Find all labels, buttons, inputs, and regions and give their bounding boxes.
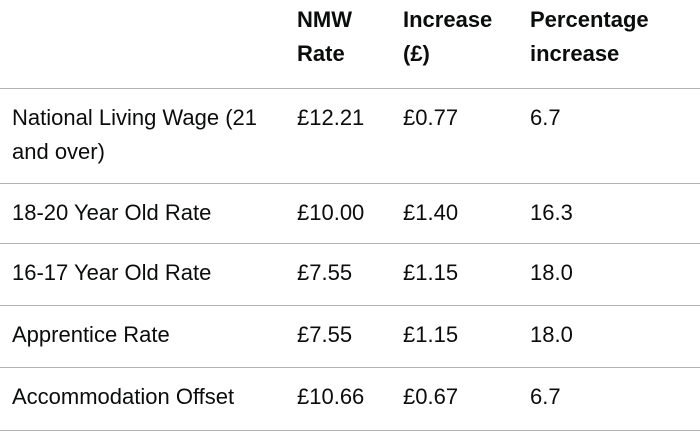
cell-text: £1.15: [403, 259, 459, 285]
table-row: National Living Wage (21 and over) £12.21…: [0, 88, 700, 184]
cell-text: Apprentice Rate: [12, 321, 170, 347]
table-cell: Accommodation Offset: [0, 367, 285, 431]
cell-text: £12.21: [297, 104, 365, 130]
table-cell: Apprentice Rate: [0, 305, 285, 368]
cell-text: £1.40: [403, 199, 459, 225]
cell-text: £10.66: [297, 383, 365, 409]
table-cell: £7.55: [285, 243, 391, 306]
header-cell: Increase (£): [391, 0, 518, 89]
table-cell: 18.0: [518, 243, 700, 306]
header-text: NMW Rate: [297, 7, 352, 66]
table-cell: £1.15: [391, 305, 518, 368]
cell-text: 18.0: [530, 259, 573, 285]
table-body: National Living Wage (21 and over) £12.21…: [0, 88, 700, 431]
header-text: Percentage increase: [530, 7, 649, 66]
table-cell: 18-20 Year Old Rate: [0, 183, 285, 244]
table-cell: 16-17 Year Old Rate: [0, 243, 285, 306]
table-cell: 18.0: [518, 305, 700, 368]
table-cell: 6.7: [518, 88, 700, 184]
cell-text: 16-17 Year Old Rate: [12, 259, 212, 285]
table-cell: £10.00: [285, 183, 391, 244]
table-cell: £12.21: [285, 88, 391, 184]
cell-text: 6.7: [530, 104, 561, 130]
cell-text: £7.55: [297, 321, 353, 347]
table-cell: 6.7: [518, 367, 700, 431]
cell-text: 16.3: [530, 199, 573, 225]
cell-text: 18-20 Year Old Rate: [12, 199, 212, 225]
cell-text: National Living Wage (21 and over): [12, 104, 257, 164]
cell-text: £0.67: [403, 383, 459, 409]
header-cell: Percentage increase: [518, 0, 700, 89]
header-text: Increase (£): [403, 7, 493, 66]
table-cell: £7.55: [285, 305, 391, 368]
cell-text: £7.55: [297, 259, 353, 285]
table-row: Accommodation Offset £10.66 £0.67 6.7: [0, 367, 700, 431]
header-row: NMW Rate Increase (£) Percentage increase: [0, 0, 700, 89]
header-cell: [0, 0, 285, 89]
table-cell: £1.40: [391, 183, 518, 244]
cell-text: £10.00: [297, 199, 365, 225]
table-row: 16-17 Year Old Rate £7.55 £1.15 18.0: [0, 243, 700, 306]
table-cell: 16.3: [518, 183, 700, 244]
table-cell: £1.15: [391, 243, 518, 306]
cell-text: Accommodation Offset: [12, 383, 235, 409]
cell-text: 6.7: [530, 383, 561, 409]
table-cell: £0.77: [391, 88, 518, 184]
table-cell: £0.67: [391, 367, 518, 431]
table-row: Apprentice Rate £7.55 £1.15 18.0: [0, 305, 700, 368]
table-cell: National Living Wage (21 and over): [0, 88, 285, 184]
cell-text: 18.0: [530, 321, 573, 347]
table-cell: £10.66: [285, 367, 391, 431]
cell-text: £0.77: [403, 104, 459, 130]
header-cell: NMW Rate: [285, 0, 391, 89]
table-row: 18-20 Year Old Rate £10.00 £1.40 16.3: [0, 183, 700, 244]
cell-text: £1.15: [403, 321, 459, 347]
